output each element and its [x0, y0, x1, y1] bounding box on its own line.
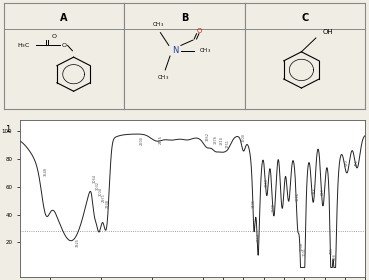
- Text: 1038: 1038: [300, 242, 304, 251]
- Text: CH$_3$: CH$_3$: [157, 73, 169, 82]
- Text: 3064: 3064: [93, 174, 97, 183]
- Text: 818: 818: [321, 188, 325, 195]
- Text: 2415: 2415: [159, 135, 163, 144]
- Text: 2600: 2600: [140, 136, 144, 145]
- Text: 1: 1: [5, 125, 11, 134]
- Text: 1876: 1876: [213, 135, 217, 144]
- Text: 3004: 3004: [98, 188, 102, 197]
- Text: 481: 481: [355, 159, 359, 166]
- Text: 1001: 1001: [302, 247, 306, 256]
- Text: 1300: 1300: [272, 203, 276, 212]
- Text: O: O: [62, 43, 66, 48]
- Text: C: C: [301, 13, 308, 24]
- Text: 1810: 1810: [220, 136, 224, 145]
- Text: 3548: 3548: [44, 167, 48, 176]
- Text: A: A: [60, 13, 68, 24]
- Text: 1952: 1952: [206, 132, 210, 141]
- Text: B: B: [181, 13, 188, 24]
- Text: 1600: 1600: [241, 133, 245, 142]
- Text: 698: 698: [333, 254, 337, 260]
- Text: O: O: [196, 27, 201, 34]
- Text: N: N: [172, 46, 178, 55]
- Text: 2971: 2971: [102, 193, 106, 202]
- Text: 2938: 2938: [106, 199, 110, 207]
- Text: 1454: 1454: [256, 234, 260, 242]
- Text: 912: 912: [311, 187, 315, 194]
- Text: 3032: 3032: [96, 181, 100, 190]
- Text: O: O: [52, 34, 57, 39]
- Text: CH$_3$: CH$_3$: [152, 20, 164, 29]
- Text: OH: OH: [323, 29, 334, 34]
- Text: 580: 580: [345, 159, 349, 166]
- Text: 1369: 1369: [265, 178, 269, 187]
- Text: 1066: 1066: [296, 192, 300, 201]
- Text: 735: 735: [329, 247, 333, 253]
- Text: 1751: 1751: [226, 139, 230, 148]
- Text: 3325: 3325: [76, 237, 80, 247]
- Text: CH$_3$: CH$_3$: [199, 46, 211, 55]
- Text: H$_3$C: H$_3$C: [17, 41, 31, 50]
- Text: 1496: 1496: [252, 199, 256, 207]
